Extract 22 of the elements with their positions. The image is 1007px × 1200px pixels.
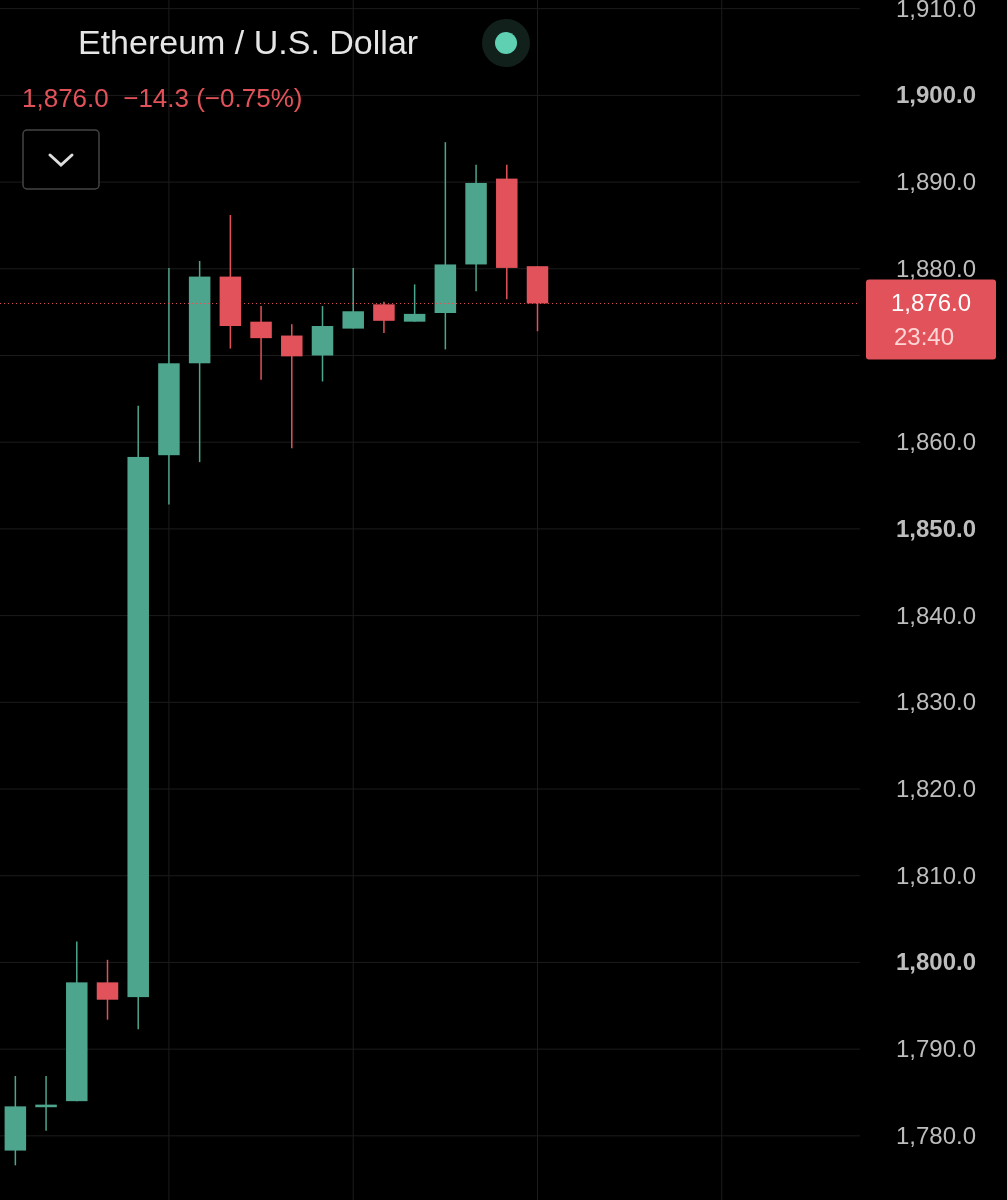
candlestick xyxy=(403,283,426,323)
candlestick xyxy=(342,267,364,330)
y-tick-label: 1,820.0 xyxy=(895,775,977,803)
y-tick-label: 1,840.0 xyxy=(895,601,977,629)
y-tick-label: 1,800.0 xyxy=(895,948,977,976)
candlestick xyxy=(250,305,272,381)
y-tick-label: 1,860.0 xyxy=(895,428,977,456)
y-tick-label: 1,780.0 xyxy=(895,1121,977,1149)
text: 23:40 xyxy=(893,323,955,351)
candlestick xyxy=(281,323,303,450)
y-tick-label: 1,910.0 xyxy=(895,0,977,22)
y-tick-label: 1,810.0 xyxy=(895,861,977,889)
y-tick-label: 1,900.0 xyxy=(895,81,977,109)
y-tick-label: 1,790.0 xyxy=(895,1035,977,1063)
y-tick-label: 1,890.0 xyxy=(895,168,977,196)
y-tick-label: 1,850.0 xyxy=(895,514,977,542)
y-tick-label: 1,880.0 xyxy=(895,254,977,282)
text: 1,876.0 −14.3 (−0.75%) xyxy=(22,83,303,113)
candlestick xyxy=(96,959,119,1021)
text: Ethereum / U.S. Dollar xyxy=(78,23,419,61)
y-tick-label: 1,830.0 xyxy=(895,688,977,716)
ref-line-label: 1,876.0 xyxy=(890,289,972,317)
